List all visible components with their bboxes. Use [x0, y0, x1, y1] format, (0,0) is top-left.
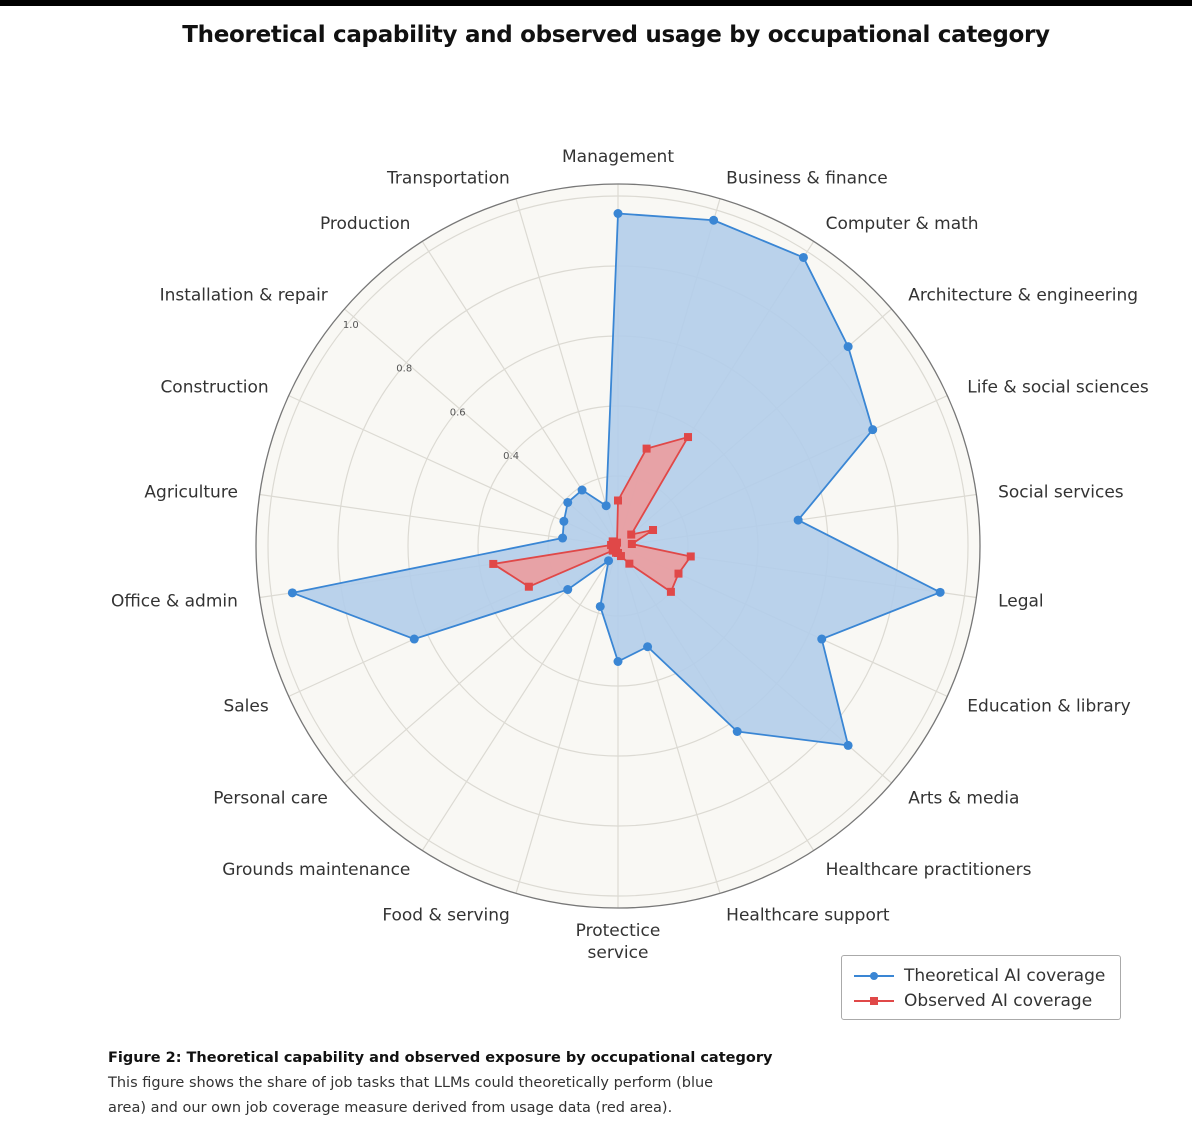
figure-caption: Figure 2: Theoretical capability and obs… [108, 1046, 808, 1121]
data-point [613, 538, 622, 547]
category-label: Management [562, 147, 674, 167]
legend-line-circle-icon [854, 972, 894, 980]
data-point [843, 342, 853, 352]
category-label: Installation & repair [160, 286, 328, 306]
ring-tick-label: 0.4 [503, 451, 519, 462]
data-point [524, 582, 533, 591]
caption-title: Figure 2: Theoretical capability and obs… [108, 1050, 773, 1066]
data-point [817, 634, 827, 644]
category-label: Construction [160, 377, 268, 397]
ring-tick-label: 0.8 [396, 364, 412, 375]
data-point [563, 585, 573, 595]
category-label: Grounds maintenance [222, 860, 410, 880]
category-label: Transportation [386, 169, 510, 189]
category-label: Protectice service [576, 921, 661, 963]
data-point [709, 215, 719, 225]
legend-item-observed: Observed AI coverage [854, 990, 1092, 1012]
top-bar [0, 0, 1192, 6]
data-point [649, 526, 658, 535]
data-point [601, 501, 611, 511]
data-point [868, 425, 878, 435]
category-label: Legal [998, 592, 1044, 612]
category-label: Healthcare support [726, 905, 890, 925]
data-point [793, 515, 803, 525]
data-point [627, 540, 636, 549]
grid-spoke [421, 545, 619, 851]
data-point [563, 497, 573, 507]
legend-item-theoretical: Theoretical AI coverage [854, 965, 1105, 987]
outer-circle [255, 183, 981, 909]
data-point [608, 546, 617, 555]
category-label: Office & admin [111, 592, 238, 612]
data-point [643, 642, 653, 652]
ring-tick-label: 0.6 [450, 407, 466, 418]
category-label: Sales [223, 697, 268, 717]
legend-line-square-icon [854, 997, 894, 1005]
data-point [595, 601, 605, 611]
data-point [625, 559, 634, 568]
chart-title: Theoretical capability and observed usag… [182, 22, 1050, 48]
caption-text-line: area) and our own job coverage measure d… [108, 1100, 673, 1116]
category-label: Life & social sciences [967, 377, 1149, 397]
category-label: Social services [998, 482, 1124, 502]
data-point [614, 496, 622, 505]
category-label: Personal care [213, 788, 328, 808]
data-point [613, 209, 623, 218]
ring-tick-label: 1.0 [343, 320, 359, 331]
category-label: Computer & math [826, 214, 979, 234]
caption-text-line: This figure shows the share of job tasks… [108, 1075, 714, 1091]
data-point [489, 559, 498, 568]
category-label: Healthcare practitioners [826, 860, 1032, 880]
category-label: Education & library [967, 697, 1130, 717]
data-point [287, 588, 297, 598]
data-point [642, 444, 651, 453]
data-point [613, 657, 623, 666]
legend-label: Observed AI coverage [904, 991, 1093, 1011]
data-point [604, 556, 614, 566]
data-point [732, 726, 742, 736]
data-point [666, 587, 675, 596]
data-point [843, 740, 853, 750]
data-point [684, 433, 693, 442]
data-point [798, 252, 808, 262]
category-label: Production [320, 214, 410, 234]
legend-label: Theoretical AI coverage [904, 966, 1106, 986]
category-label: Architecture & engineering [908, 286, 1138, 306]
data-point [577, 485, 587, 495]
grid-spoke [515, 198, 619, 547]
data-point [686, 552, 695, 561]
data-point [558, 533, 568, 543]
data-point [935, 587, 945, 597]
data-point [627, 530, 636, 539]
legend: Theoretical AI coverage Observed AI cove… [841, 955, 1121, 1020]
data-point [409, 634, 419, 644]
category-label: Food & serving [382, 905, 509, 925]
category-label: Arts & media [908, 788, 1019, 808]
category-label: Agriculture [144, 482, 238, 502]
data-point [559, 516, 569, 526]
category-label: Business & finance [726, 169, 888, 189]
data-point [674, 569, 683, 578]
